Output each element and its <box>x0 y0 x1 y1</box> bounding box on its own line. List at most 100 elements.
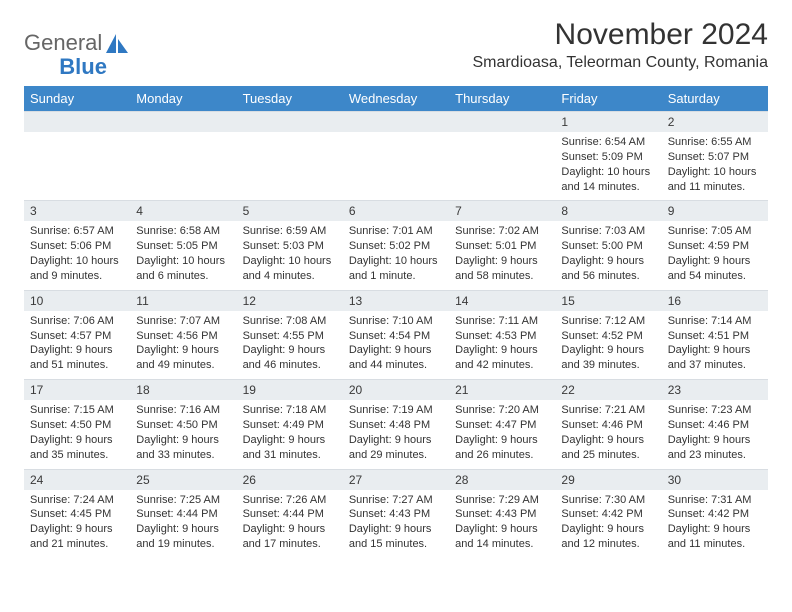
day-number: 13 <box>343 290 449 311</box>
day-number <box>24 111 130 132</box>
sunset-text: Sunset: 5:07 PM <box>668 150 762 165</box>
day-details: Sunrise: 7:02 AMSunset: 5:01 PMDaylight:… <box>449 221 555 289</box>
sunrise-text: Sunrise: 7:03 AM <box>561 224 655 239</box>
weekday-header: Tuesday <box>237 86 343 111</box>
day-details: Sunrise: 7:14 AMSunset: 4:51 PMDaylight:… <box>662 311 768 379</box>
week-row: 1Sunrise: 6:54 AMSunset: 5:09 PMDaylight… <box>24 111 768 200</box>
day-cell: 18Sunrise: 7:16 AMSunset: 4:50 PMDayligh… <box>130 379 236 468</box>
day-details: Sunrise: 7:06 AMSunset: 4:57 PMDaylight:… <box>24 311 130 379</box>
day-details <box>130 132 236 190</box>
daylight-text: Daylight: 9 hours and 12 minutes. <box>561 522 655 552</box>
daylight-text: Daylight: 9 hours and 25 minutes. <box>561 433 655 463</box>
daylight-text: Daylight: 10 hours and 6 minutes. <box>136 254 230 284</box>
sunrise-text: Sunrise: 7:08 AM <box>243 314 337 329</box>
sunset-text: Sunset: 5:06 PM <box>30 239 124 254</box>
sunset-text: Sunset: 4:51 PM <box>668 329 762 344</box>
sunrise-text: Sunrise: 7:10 AM <box>349 314 443 329</box>
sunrise-text: Sunrise: 7:24 AM <box>30 493 124 508</box>
day-cell: 5Sunrise: 6:59 AMSunset: 5:03 PMDaylight… <box>237 200 343 289</box>
day-cell: 9Sunrise: 7:05 AMSunset: 4:59 PMDaylight… <box>662 200 768 289</box>
sunrise-text: Sunrise: 7:25 AM <box>136 493 230 508</box>
weekday-header: Thursday <box>449 86 555 111</box>
sunrise-text: Sunrise: 6:57 AM <box>30 224 124 239</box>
sunset-text: Sunset: 4:44 PM <box>243 507 337 522</box>
day-cell: 22Sunrise: 7:21 AMSunset: 4:46 PMDayligh… <box>555 379 661 468</box>
day-cell: 19Sunrise: 7:18 AMSunset: 4:49 PMDayligh… <box>237 379 343 468</box>
day-number: 19 <box>237 379 343 400</box>
daylight-text: Daylight: 9 hours and 29 minutes. <box>349 433 443 463</box>
day-cell: 1Sunrise: 6:54 AMSunset: 5:09 PMDaylight… <box>555 111 661 200</box>
logo-sail-icon <box>105 32 129 54</box>
day-number: 20 <box>343 379 449 400</box>
sunset-text: Sunset: 5:02 PM <box>349 239 443 254</box>
week-row: 10Sunrise: 7:06 AMSunset: 4:57 PMDayligh… <box>24 290 768 379</box>
sunset-text: Sunset: 4:47 PM <box>455 418 549 433</box>
day-details: Sunrise: 7:31 AMSunset: 4:42 PMDaylight:… <box>662 490 768 558</box>
day-number: 12 <box>237 290 343 311</box>
day-cell: 30Sunrise: 7:31 AMSunset: 4:42 PMDayligh… <box>662 469 768 558</box>
calendar-table: SundayMondayTuesdayWednesdayThursdayFrid… <box>24 86 768 558</box>
sunset-text: Sunset: 4:43 PM <box>455 507 549 522</box>
sunset-text: Sunset: 4:52 PM <box>561 329 655 344</box>
sunset-text: Sunset: 4:46 PM <box>668 418 762 433</box>
sunrise-text: Sunrise: 7:14 AM <box>668 314 762 329</box>
daylight-text: Daylight: 9 hours and 33 minutes. <box>136 433 230 463</box>
day-details: Sunrise: 7:08 AMSunset: 4:55 PMDaylight:… <box>237 311 343 379</box>
daylight-text: Daylight: 10 hours and 11 minutes. <box>668 165 762 195</box>
daylight-text: Daylight: 9 hours and 11 minutes. <box>668 522 762 552</box>
day-details: Sunrise: 7:05 AMSunset: 4:59 PMDaylight:… <box>662 221 768 289</box>
day-cell: 4Sunrise: 6:58 AMSunset: 5:05 PMDaylight… <box>130 200 236 289</box>
sunrise-text: Sunrise: 7:30 AM <box>561 493 655 508</box>
day-details: Sunrise: 6:57 AMSunset: 5:06 PMDaylight:… <box>24 221 130 289</box>
weekday-header: Wednesday <box>343 86 449 111</box>
day-number <box>237 111 343 132</box>
sunset-text: Sunset: 4:50 PM <box>136 418 230 433</box>
logo-word1: General <box>24 30 102 56</box>
day-cell: 8Sunrise: 7:03 AMSunset: 5:00 PMDaylight… <box>555 200 661 289</box>
day-details: Sunrise: 7:10 AMSunset: 4:54 PMDaylight:… <box>343 311 449 379</box>
day-details: Sunrise: 7:01 AMSunset: 5:02 PMDaylight:… <box>343 221 449 289</box>
daylight-text: Daylight: 9 hours and 44 minutes. <box>349 343 443 373</box>
day-number: 7 <box>449 200 555 221</box>
day-number: 1 <box>555 111 661 132</box>
day-number: 2 <box>662 111 768 132</box>
day-cell <box>237 111 343 200</box>
day-details <box>237 132 343 190</box>
day-cell: 25Sunrise: 7:25 AMSunset: 4:44 PMDayligh… <box>130 469 236 558</box>
day-cell: 21Sunrise: 7:20 AMSunset: 4:47 PMDayligh… <box>449 379 555 468</box>
day-cell <box>343 111 449 200</box>
day-number: 16 <box>662 290 768 311</box>
sunset-text: Sunset: 4:55 PM <box>243 329 337 344</box>
sunrise-text: Sunrise: 7:15 AM <box>30 403 124 418</box>
sunrise-text: Sunrise: 7:11 AM <box>455 314 549 329</box>
daylight-text: Daylight: 10 hours and 9 minutes. <box>30 254 124 284</box>
day-cell: 14Sunrise: 7:11 AMSunset: 4:53 PMDayligh… <box>449 290 555 379</box>
day-number: 24 <box>24 469 130 490</box>
day-details: Sunrise: 7:21 AMSunset: 4:46 PMDaylight:… <box>555 400 661 468</box>
sunrise-text: Sunrise: 7:01 AM <box>349 224 443 239</box>
day-cell: 29Sunrise: 7:30 AMSunset: 4:42 PMDayligh… <box>555 469 661 558</box>
day-details: Sunrise: 7:24 AMSunset: 4:45 PMDaylight:… <box>24 490 130 558</box>
daylight-text: Daylight: 9 hours and 39 minutes. <box>561 343 655 373</box>
day-details: Sunrise: 7:16 AMSunset: 4:50 PMDaylight:… <box>130 400 236 468</box>
day-number: 23 <box>662 379 768 400</box>
sunrise-text: Sunrise: 7:07 AM <box>136 314 230 329</box>
sunset-text: Sunset: 4:54 PM <box>349 329 443 344</box>
day-number: 17 <box>24 379 130 400</box>
sunset-text: Sunset: 4:56 PM <box>136 329 230 344</box>
daylight-text: Daylight: 9 hours and 26 minutes. <box>455 433 549 463</box>
day-number: 27 <box>343 469 449 490</box>
daylight-text: Daylight: 9 hours and 51 minutes. <box>30 343 124 373</box>
sunrise-text: Sunrise: 6:55 AM <box>668 135 762 150</box>
day-number: 30 <box>662 469 768 490</box>
sunrise-text: Sunrise: 7:31 AM <box>668 493 762 508</box>
day-cell <box>449 111 555 200</box>
day-cell: 7Sunrise: 7:02 AMSunset: 5:01 PMDaylight… <box>449 200 555 289</box>
day-cell: 28Sunrise: 7:29 AMSunset: 4:43 PMDayligh… <box>449 469 555 558</box>
daylight-text: Daylight: 9 hours and 15 minutes. <box>349 522 443 552</box>
daylight-text: Daylight: 9 hours and 49 minutes. <box>136 343 230 373</box>
daylight-text: Daylight: 9 hours and 56 minutes. <box>561 254 655 284</box>
logo-word2: Blue <box>59 54 107 80</box>
daylight-text: Daylight: 9 hours and 21 minutes. <box>30 522 124 552</box>
day-number: 6 <box>343 200 449 221</box>
